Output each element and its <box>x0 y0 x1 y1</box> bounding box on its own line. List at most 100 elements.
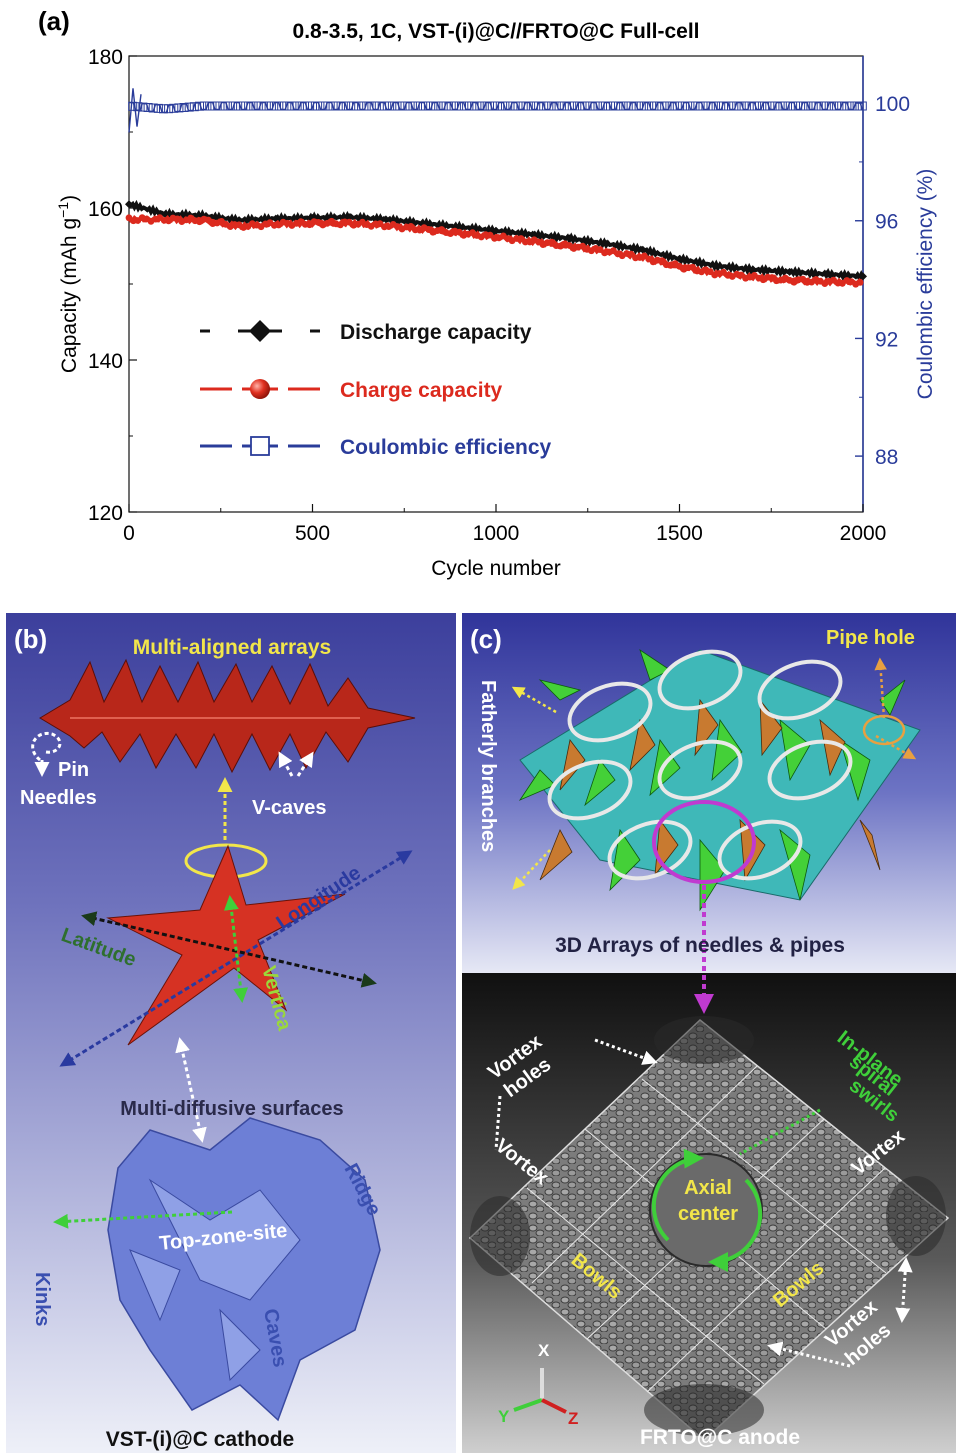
coulombic-efficiency-marker <box>184 102 194 112</box>
coulombic-efficiency-marker <box>729 101 739 111</box>
coulombic-efficiency-marker <box>179 103 189 112</box>
panel-a-label: (a) <box>38 6 70 36</box>
coulombic-efficiency-marker <box>487 101 497 111</box>
coulombic-efficiency-marker <box>189 102 199 112</box>
coulombic-efficiency-marker <box>431 101 441 111</box>
coulombic-efficiency-marker <box>385 101 395 111</box>
coulombic-efficiency-marker <box>842 101 852 111</box>
coulombic-efficiency-marker <box>734 101 744 111</box>
coulombic-efficiency-marker <box>164 104 174 114</box>
coulombic-efficiency-marker <box>564 101 574 111</box>
axial-label-2: center <box>678 1203 738 1225</box>
coulombic-efficiency-marker <box>436 101 446 111</box>
coulombic-efficiency-marker <box>713 101 723 111</box>
discharge-capacity-marker <box>638 245 647 254</box>
cathode-caption: VST-(i)@C cathode <box>106 1428 295 1451</box>
coulombic-efficiency-marker <box>755 101 764 111</box>
coulombic-efficiency-marker <box>128 101 138 111</box>
coulombic-efficiency-marker <box>457 101 466 111</box>
coulombic-efficiency-marker <box>739 101 749 111</box>
coulombic-efficiency-marker <box>570 101 579 111</box>
coulombic-efficiency-marker <box>693 101 703 111</box>
legend-label-charge: Charge capacity <box>340 379 503 402</box>
coulombic-efficiency-marker <box>647 101 657 111</box>
coulombic-efficiency-marker <box>688 101 698 111</box>
axis-x-label: X <box>538 1341 550 1360</box>
series-charge-capacity <box>125 214 864 288</box>
y-left-axis-label: Capacity (mAh g−1) <box>55 195 81 373</box>
coulombic-efficiency-marker <box>528 101 538 111</box>
coulombic-efficiency-marker <box>241 101 251 111</box>
coulombic-efficiency-marker <box>672 101 682 111</box>
coulombic-efficiency-marker <box>256 101 266 111</box>
needle-pipe-array <box>518 649 921 912</box>
coulombic-efficiency-marker <box>308 101 317 111</box>
coulombic-efficiency-marker <box>503 101 513 111</box>
coulombic-efficiency-marker <box>277 101 287 111</box>
axis-z-label: Z <box>568 1409 578 1428</box>
coulombic-efficiency-marker <box>554 101 564 111</box>
coulombic-efficiency-marker <box>451 101 461 111</box>
coulombic-efficiency-marker <box>282 101 292 111</box>
discharge-capacity-marker <box>492 226 500 235</box>
coulombic-efficiency-marker <box>806 101 816 111</box>
coulombic-efficiency-marker <box>354 101 364 111</box>
coulombic-efficiency-marker <box>272 101 281 111</box>
coulombic-efficiency-marker <box>287 101 297 111</box>
coulombic-efficiency-marker <box>421 101 430 111</box>
discharge-capacity-marker <box>381 215 390 224</box>
coulombic-efficiency-marker <box>703 101 713 111</box>
x-axis-ticks: 0 500 1000 1500 2000 <box>123 504 886 545</box>
coulombic-efficiency-marker <box>143 103 153 112</box>
coulombic-efficiency-marker <box>390 101 400 111</box>
x-tick-label: 0 <box>123 522 135 545</box>
coulombic-efficiency-marker <box>657 101 667 111</box>
discharge-capacity-marker <box>345 213 354 222</box>
series-layer <box>125 88 867 288</box>
coulombic-efficiency-marker <box>539 101 549 111</box>
y-left-axis-ticks: 120 140 160 180 <box>88 46 137 525</box>
coulombic-efficiency-marker <box>559 101 569 111</box>
coulombic-efficiency-marker <box>405 101 415 111</box>
coulombic-efficiency-marker <box>133 102 143 112</box>
chart-title: 0.8-3.5, 1C, VST-(i)@C//FRTO@C Full-cell <box>293 20 700 43</box>
x-tick-label: 1000 <box>473 522 520 545</box>
discharge-capacity-marker <box>675 254 684 263</box>
discharge-capacity-marker <box>785 267 794 276</box>
coulombic-efficiency-marker <box>338 101 348 111</box>
legend-item-coulombic: Coulombic efficiency <box>200 436 552 459</box>
anode-caption: FRTO@C anode <box>640 1426 800 1449</box>
axis-triad: X Y Z <box>498 1341 578 1428</box>
coulombic-efficiency-marker <box>780 101 790 111</box>
legend-label-coulombic: Coulombic efficiency <box>340 436 552 459</box>
coulombic-efficiency-marker <box>318 101 328 111</box>
coulombic-efficiency-marker <box>400 101 410 111</box>
coulombic-efficiency-marker <box>220 101 230 111</box>
y-right-tick-label: 88 <box>875 446 898 469</box>
coulombic-efficiency-marker <box>837 101 847 111</box>
y-left-tick-label: 160 <box>88 198 123 221</box>
charge-capacity-marker <box>856 278 864 286</box>
legend-item-charge: Charge capacity <box>200 379 503 402</box>
discharge-capacity-marker <box>859 272 867 281</box>
coulombic-efficiency-marker <box>816 101 826 111</box>
coulombic-efficiency-marker <box>631 101 641 111</box>
coulombic-efficiency-marker <box>847 101 857 111</box>
coulombic-efficiency-marker <box>760 101 770 111</box>
coulombic-efficiency-marker <box>323 101 333 111</box>
coulombic-efficiency-marker <box>349 101 359 111</box>
y-right-tick-label: 92 <box>875 328 898 351</box>
coulombic-efficiency-marker <box>195 101 204 111</box>
discharge-capacity-marker <box>712 261 721 270</box>
v-caves-label: V-caves <box>252 797 327 819</box>
coulombic-efficiency-marker <box>467 101 477 111</box>
coulombic-efficiency-marker <box>652 101 662 111</box>
coulombic-efficiency-marker <box>796 101 806 111</box>
coulombic-efficiency-marker <box>621 101 631 111</box>
kinks-label: Kinks <box>31 1272 53 1326</box>
coulombic-efficiency-marker <box>148 103 158 113</box>
coulombic-efficiency-marker <box>472 101 482 111</box>
multi-aligned-arrays-label: Multi-aligned arrays <box>133 636 331 659</box>
coulombic-efficiency-marker <box>426 101 436 111</box>
